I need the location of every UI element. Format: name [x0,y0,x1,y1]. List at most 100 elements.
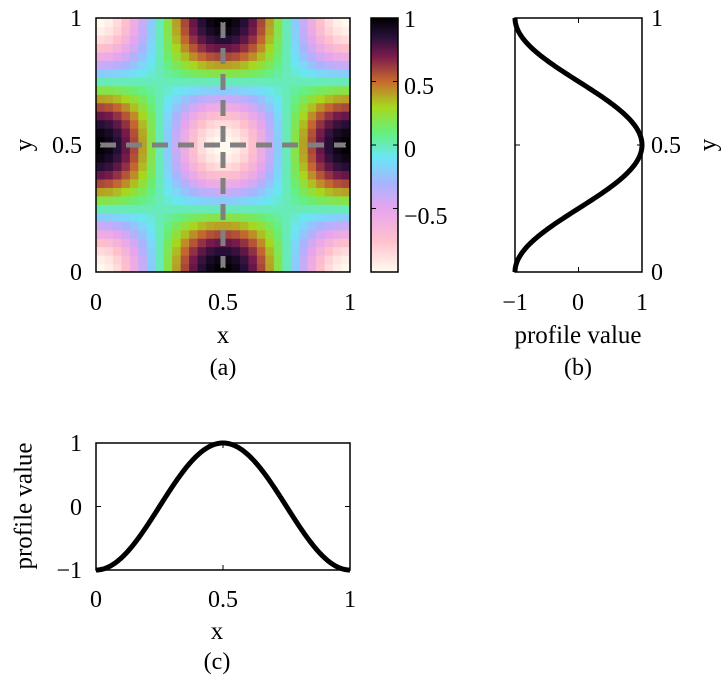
heatmap-cell [172,229,182,239]
heatmap-cell [307,128,317,138]
heatmap-cell [206,195,216,205]
heatmap-cell [189,136,199,146]
heatmap-cell [299,43,309,53]
heatmap-cell [256,238,266,248]
heatmap-cell [307,94,317,104]
profile-c-ytick-neg1: −1 [56,558,82,584]
heatmap-cell [273,229,283,239]
heatmap-cell [316,221,326,231]
heatmap-cell [121,128,131,138]
heatmap-cell [316,178,326,188]
heatmap-cell [138,128,148,138]
heatmap-cell [189,77,199,87]
heatmap-xtick-05: 0.5 [208,290,238,316]
heatmap-cell [231,187,241,197]
heatmap-cell [146,246,156,256]
heatmap-cell [155,255,165,265]
heatmap-cell [121,238,131,248]
heatmap-ytick-1: 1 [70,6,82,32]
heatmap-cell [341,161,351,171]
heatmap-cell [129,170,139,180]
heatmap-cell [96,102,106,112]
heatmap-cell [112,187,122,197]
heatmap-cell [248,128,258,138]
heatmap-cell [163,43,173,53]
heatmap-cell [290,26,300,36]
heatmap-cell [146,43,156,53]
heatmap-cell [146,26,156,36]
colorbar-tick-neg05: −0.5 [404,204,448,230]
heatmap-cell [163,255,173,265]
heatmap-cell [104,43,114,53]
heatmap-cell [256,255,266,265]
heatmap-cell [223,161,233,171]
heatmap-cell [189,145,199,155]
heatmap-cell [121,94,131,104]
heatmap-cell [189,119,199,129]
heatmap-cell [248,238,258,248]
heatmap-cell [239,34,249,44]
heatmap-cell [146,178,156,188]
heatmap-cell [290,255,300,265]
heatmap-cell [265,18,275,28]
heatmap-cell [96,51,106,61]
heatmap-cell [248,68,258,78]
heatmap-cell [299,263,309,273]
heatmap-cell [104,246,114,256]
heatmap-cell [146,170,156,180]
heatmap-cell [104,195,114,205]
heatmap-cell [256,136,266,146]
heatmap-cell [121,34,131,44]
heatmap-cell [163,136,173,146]
heatmap-cell [248,26,258,36]
heatmap-cell [265,187,275,197]
heatmap-cell [256,18,266,28]
heatmap-cell [172,136,182,146]
heatmap-cell [155,229,165,239]
heatmap-cell [282,94,292,104]
heatmap-cell [112,85,122,95]
heatmap-cell [231,128,241,138]
heatmap-cell [324,161,334,171]
heatmap-cell [290,204,300,214]
heatmap-cell [138,60,148,70]
heatmap-cell [231,170,241,180]
heatmap-cell [231,85,241,95]
heatmap-cell [265,102,275,112]
heatmap-cell [206,212,216,222]
heatmap-cell [324,170,334,180]
heatmap-cell [273,238,283,248]
heatmap-cell [341,34,351,44]
heatmap-cell [163,212,173,222]
heatmap-cell [316,85,326,95]
heatmap-cell [214,111,224,121]
heatmap-cell [197,18,207,28]
heatmap-cell [138,221,148,231]
heatmap-cell [180,246,190,256]
heatmap-cell [239,77,249,87]
heatmap-cell [214,60,224,70]
heatmap-cell [155,263,165,273]
heatmap-cell [112,153,122,163]
heatmap-cell [265,60,275,70]
heatmap-cell [121,51,131,61]
heatmap-cell [129,238,139,248]
heatmap-cell [333,85,343,95]
heatmap-cell [231,68,241,78]
heatmap-cell [307,170,317,180]
heatmap-cell [180,68,190,78]
heatmap-cell [129,77,139,87]
heatmap-cell [189,34,199,44]
heatmap-cell [146,51,156,61]
heatmap-cell [172,255,182,265]
heatmap-cell [333,145,343,155]
profile-b-frame [514,17,643,273]
heatmap-cell [290,145,300,155]
heatmap-cell [214,204,224,214]
heatmap-cell [112,51,122,61]
heatmap-cell [341,119,351,129]
heatmap-cell [333,51,343,61]
heatmap-cell [231,255,241,265]
heatmap-cell [172,195,182,205]
